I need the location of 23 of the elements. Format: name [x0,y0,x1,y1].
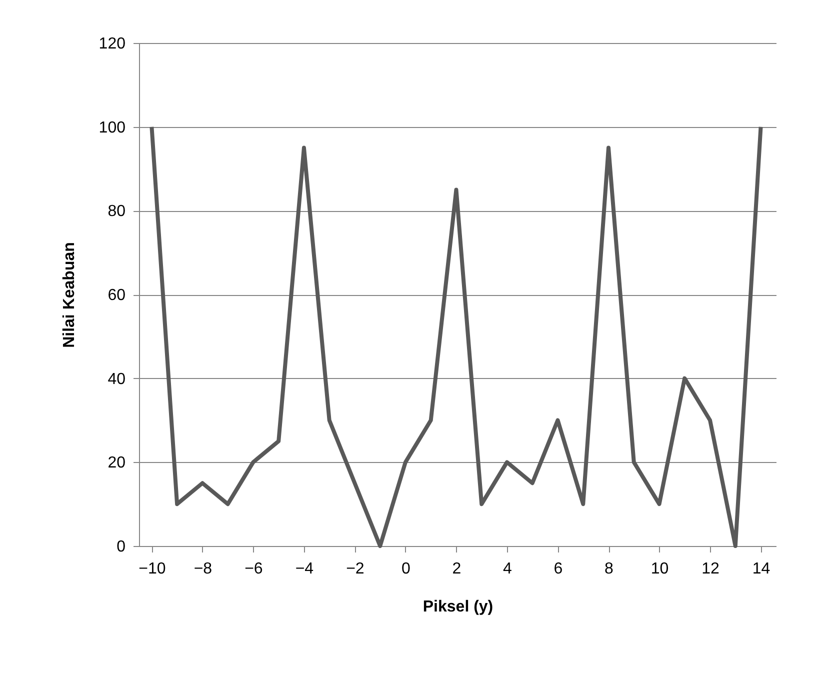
x-tick-label: 10 [650,560,669,578]
x-tick-label: 2 [452,560,462,578]
line-series [150,124,763,548]
x-tick-label: 4 [503,560,512,578]
y-tick-label: 0 [116,538,126,556]
x-tick-label: −4 [295,560,314,578]
y-tick-label: 20 [108,454,126,472]
x-tick-label: −2 [346,560,364,578]
x-axis-title: Piksel (y) [422,598,494,616]
x-tick-label: 8 [604,560,614,578]
y-tick-label: 80 [108,203,126,220]
y-tick-label: 120 [98,36,126,52]
y-tick-label: 100 [98,119,126,136]
x-tick-label: 0 [402,560,411,578]
y-axis-title: Nilai Keabuan [60,242,78,348]
y-tick-label: 60 [108,287,126,304]
x-tick-label: −8 [194,560,212,578]
x-tick-label: −10 [138,560,166,578]
x-tick-label: 12 [702,560,720,578]
x-tick-label: 6 [554,560,563,578]
x-tick-label: 14 [752,560,770,578]
x-tick-label: −6 [244,560,263,578]
y-tick-label: 40 [108,370,126,388]
